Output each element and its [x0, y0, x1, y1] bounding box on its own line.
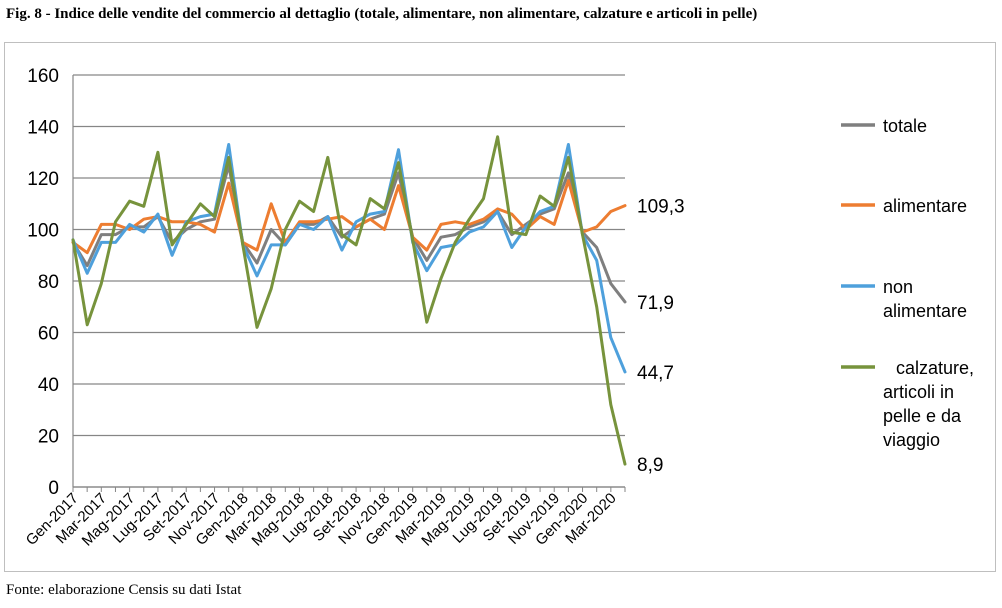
y-tick-label-0: 0: [48, 478, 59, 499]
y-tick-label-140: 140: [27, 118, 59, 139]
figure-source: Fonte: elaborazione Censis su dati Istat: [6, 582, 242, 598]
line-chart: 020406080100120140160Gen-2017Mar-2017Mag…: [23, 66, 974, 550]
chart-container: 0 20 40 60 80 100 120 140 160 Gen-2017 Mar-2017 Mag…: [4, 42, 996, 572]
series-line-non: [71, 143, 627, 374]
end-value-label: 44,7: [637, 363, 674, 384]
legend-label-0: totale: [883, 116, 927, 136]
y-tick-label-40: 40: [38, 375, 59, 396]
y-tick-label-60: 60: [38, 324, 59, 345]
legend-label-2: non alimentare: [883, 277, 967, 321]
end-value-label: 71,9: [637, 293, 674, 314]
y-tick-label-80: 80: [38, 272, 59, 293]
legend-label-1: alimentare: [883, 196, 967, 216]
end-value-label: 109,3: [637, 197, 685, 218]
legend-label-3: calzature, articoli in pelle e da viaggio: [883, 358, 974, 450]
y-tick-label-20: 20: [38, 427, 59, 448]
end-value-label: 8,9: [637, 455, 663, 476]
y-tick-label-100: 100: [27, 221, 59, 242]
figure-title: Fig. 8 - Indice delle vendite del commer…: [6, 6, 758, 22]
series-line-calzature: [71, 135, 627, 466]
y-tick-label-160: 160: [27, 66, 59, 87]
y-tick-label-120: 120: [27, 169, 59, 190]
series-line-alimentare: [71, 179, 627, 255]
